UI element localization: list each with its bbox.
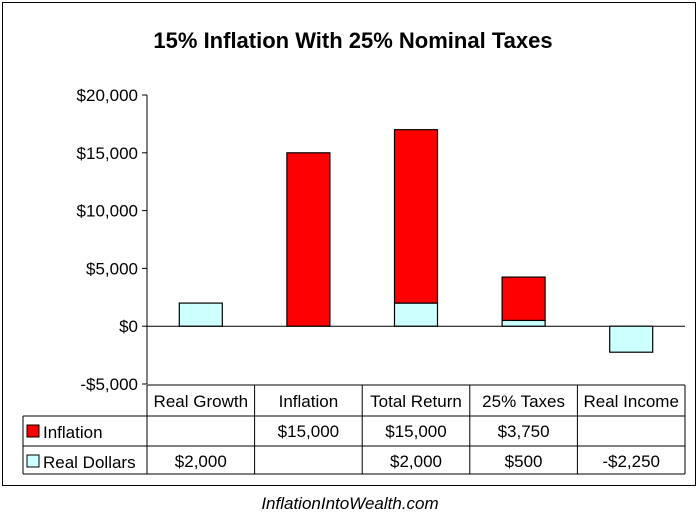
x-tick-label: Real Income <box>583 392 678 411</box>
data-label: $500 <box>505 452 543 471</box>
legend-entry: Real Dollars <box>43 453 136 472</box>
x-tick-label: Inflation <box>279 392 339 411</box>
bar-real-dollars-25-taxes <box>501 319 546 327</box>
chart: 15% Inflation With 25% Nominal Taxes -$5… <box>22 28 686 475</box>
y-tick-label: $20,000 <box>77 86 138 105</box>
data-label: -$2,250 <box>602 452 660 471</box>
x-tick-label: Total Return <box>370 392 462 411</box>
data-label: $3,750 <box>498 422 550 441</box>
footer-credit: InflationIntoWealth.com <box>261 494 439 513</box>
bar-real-dollars-real-income <box>609 325 654 353</box>
bar-inflation-total-return <box>393 129 439 304</box>
y-tick-label: $5,000 <box>86 259 138 278</box>
bar-real-dollars-real-growth <box>178 302 223 327</box>
data-label: $2,000 <box>175 452 227 471</box>
y-tick-label: $0 <box>119 317 138 336</box>
legend-swatch <box>26 454 40 468</box>
chart-title: 15% Inflation With 25% Nominal Taxes <box>153 28 552 53</box>
bar-inflation-25-taxes <box>501 276 546 322</box>
chart-frame: 15% Inflation With 25% Nominal Taxes -$5… <box>2 2 696 486</box>
y-tick-label: $15,000 <box>77 144 138 163</box>
data-label: $2,000 <box>390 452 442 471</box>
y-tick-label: $10,000 <box>77 202 138 221</box>
bar-real-dollars-total-return <box>393 302 439 327</box>
data-table: Real Growth Inflation Total Return 25% Taxe… <box>22 384 686 475</box>
bars <box>178 129 654 353</box>
legend-entry: Inflation <box>43 423 103 442</box>
data-label: $15,000 <box>278 422 339 441</box>
y-tick-label: -$5,000 <box>80 375 138 394</box>
x-tick-label: Real Growth <box>154 392 248 411</box>
bar-inflation-inflation <box>286 152 331 327</box>
data-label: $15,000 <box>385 422 446 441</box>
legend-swatch <box>26 424 40 438</box>
x-tick-label: 25% Taxes <box>482 392 565 411</box>
y-axis: -$5,000 $0 $5,000 $10,000 $15,000 $20,000 <box>77 86 685 394</box>
